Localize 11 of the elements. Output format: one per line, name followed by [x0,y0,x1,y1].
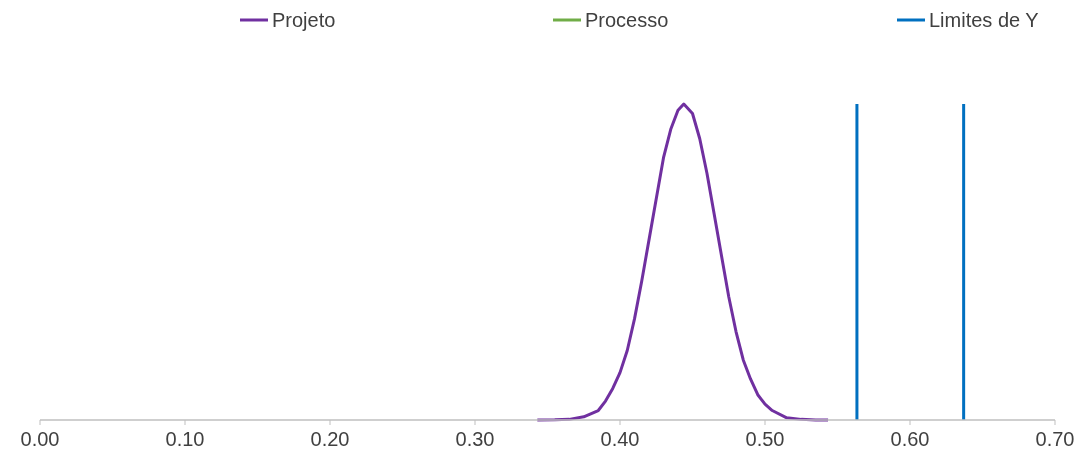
legend-label: Limites de Y [929,9,1039,31]
x-tick-label: 0.70 [1035,428,1075,450]
x-tick-label: 0.40 [600,428,640,450]
x-tick-label: 0.30 [455,428,495,450]
x-tick-label: 0.00 [20,428,60,450]
x-tick-label: 0.20 [310,428,350,450]
x-tick-label: 0.10 [165,428,205,450]
x-tick-label: 0.50 [745,428,785,450]
legend-label: Processo [585,9,669,31]
x-tick-label: 0.60 [890,428,930,450]
legend-label: Projeto [272,9,336,31]
